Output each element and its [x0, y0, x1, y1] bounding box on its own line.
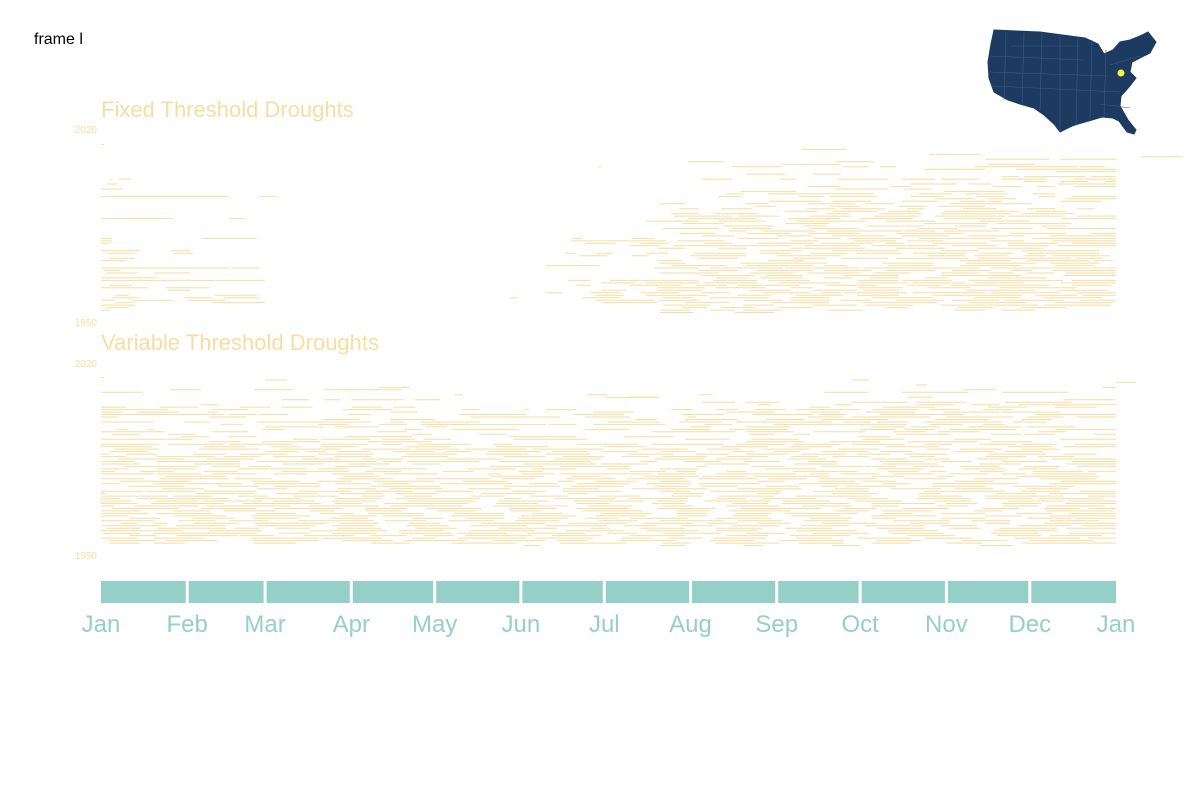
- usa-location-map: [987, 29, 1157, 135]
- us-outline: [987, 29, 1157, 135]
- state-border-line: [988, 71, 1109, 77]
- month-label: Mar: [244, 611, 285, 638]
- state-border-line: [1109, 55, 1141, 66]
- panel-title: Fixed Threshold Droughts: [101, 97, 354, 122]
- month-band: [101, 581, 186, 603]
- state-border-line: [1099, 103, 1131, 109]
- state-border-line: [1103, 49, 1107, 118]
- month-axis: Jan Feb Mar Apr May Jun Jul Aug Sep Oct Nov Dec Jan: [82, 581, 1136, 638]
- month-label: Jun: [502, 611, 541, 638]
- month-label: Sep: [755, 611, 798, 638]
- frame-label: frame l: [34, 31, 83, 48]
- month-band: [947, 581, 1029, 603]
- month-band: [605, 581, 689, 603]
- panels-layer: Fixed Threshold Droughts20201950Variable…: [75, 97, 1183, 562]
- month-label: Jan: [1097, 611, 1136, 638]
- state-borders: [988, 31, 1141, 132]
- month-label: Apr: [333, 611, 370, 638]
- month-label: Jul: [589, 611, 620, 638]
- state-border-line: [989, 55, 1085, 61]
- month-label: Jan: [82, 611, 121, 638]
- month-label: Feb: [167, 611, 208, 638]
- month-band: [188, 581, 264, 603]
- y-tick-label: 2020: [75, 359, 98, 370]
- panel-title: Variable Threshold Droughts: [101, 330, 379, 355]
- state-border-line: [1075, 36, 1079, 125]
- y-tick-label: 2020: [75, 125, 98, 136]
- month-label: Oct: [842, 611, 880, 638]
- month-band: [778, 581, 859, 603]
- month-band: [1031, 581, 1116, 603]
- state-border-line: [1021, 32, 1025, 105]
- month-label: Nov: [925, 611, 968, 638]
- month-label: May: [412, 611, 457, 638]
- state-border-line: [991, 85, 1121, 93]
- location-marker: [1117, 69, 1125, 77]
- y-tick-label: 1950: [75, 551, 98, 562]
- month-band: [266, 581, 350, 603]
- month-band: [522, 581, 603, 603]
- month-band: [861, 581, 945, 603]
- month-label: Aug: [669, 611, 712, 638]
- y-tick-label: 1950: [75, 318, 98, 329]
- month-band: [352, 581, 434, 603]
- month-label: Dec: [1008, 611, 1051, 638]
- month-band: [692, 581, 776, 603]
- state-border-line: [1003, 31, 1007, 101]
- month-band: [436, 581, 520, 603]
- state-border-line: [1089, 39, 1093, 121]
